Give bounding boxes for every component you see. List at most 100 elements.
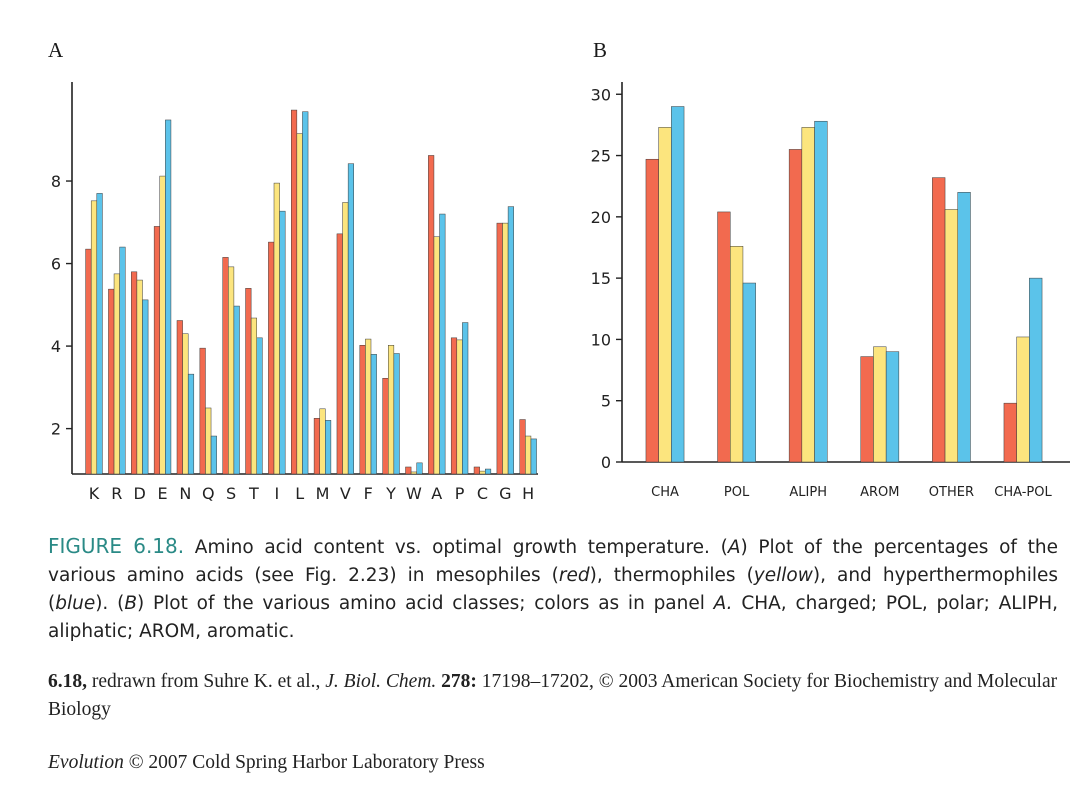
caption-italic: red — [558, 565, 590, 586]
caption-text: CHA, charged; POL, polar; ALIPH, aliphat… — [48, 593, 1059, 642]
bar-c-series-2 — [479, 470, 486, 475]
x-category-label: E — [157, 484, 167, 503]
bar-p-series-2 — [456, 339, 463, 475]
bar-aliph-series-1 — [788, 149, 803, 463]
bar-t-series-2 — [250, 317, 257, 475]
bar-n-series-2 — [182, 333, 189, 475]
bar-i-series-2 — [273, 182, 280, 475]
x-category-label: N — [179, 484, 191, 503]
bar-q-series-2 — [205, 407, 212, 475]
figure-credit: 6.18, redrawn from Suhre K. et al., J. B… — [48, 668, 1058, 724]
bar-f-series-2 — [365, 338, 372, 475]
caption-italic: B — [124, 593, 138, 614]
bar-f-series-3 — [370, 354, 377, 475]
bar-pol-series-2 — [730, 246, 744, 463]
x-category-label: K — [89, 484, 100, 503]
credit-text: redrawn from Suhre K. et al., — [87, 671, 326, 692]
book-copyright: Evolution © 2007 Cold Spring Harbor Labo… — [48, 752, 485, 774]
bar-p-series-1 — [450, 337, 458, 475]
copyright-book-title: Evolution — [48, 752, 124, 773]
bar-aliph-series-2 — [801, 127, 815, 463]
bar-k-series-1 — [85, 248, 92, 475]
credit-figure-number: 6.18, — [48, 671, 87, 692]
caption-text: ), thermophiles ( — [589, 565, 754, 586]
bar-s-series-2 — [228, 266, 235, 475]
bar-k-series-3 — [96, 193, 103, 475]
y-tick-label: 6 — [51, 255, 61, 274]
bar-g-series-2 — [502, 222, 509, 475]
credit-journal: J. Biol. Chem. — [325, 671, 437, 692]
bar-a-series-2 — [433, 236, 440, 475]
bar-pol-series-3 — [742, 282, 756, 463]
bar-other-series-2 — [944, 209, 958, 463]
bar-l-series-2 — [296, 133, 303, 475]
bar-w-series-3 — [416, 462, 423, 475]
figure-caption: FIGURE 6.18. Amino acid content vs. opti… — [48, 532, 1058, 646]
bar-h-series-3 — [530, 438, 537, 475]
panel-b-letter: B — [593, 38, 608, 62]
bar-other-series-1 — [932, 177, 946, 463]
bar-w-series-2 — [410, 471, 417, 475]
bar-s-series-1 — [222, 257, 229, 475]
bar-pol-series-1 — [717, 211, 731, 463]
bar-y-series-1 — [382, 378, 389, 475]
x-category-label: C — [477, 484, 488, 503]
caption-italic: blue — [55, 593, 96, 614]
bar-r-series-1 — [108, 288, 115, 475]
x-category-label: A — [431, 484, 442, 503]
y-tick-label: 15 — [591, 269, 611, 288]
bar-v-series-3 — [347, 163, 354, 475]
bar-s-series-3 — [233, 305, 240, 475]
bar-other-series-3 — [957, 192, 971, 463]
bar-d-series-3 — [142, 299, 149, 475]
bar-m-series-1 — [313, 418, 320, 475]
y-tick-label: 30 — [591, 85, 611, 104]
y-tick-label: 25 — [591, 147, 611, 166]
bar-cha-pol-series-1 — [1003, 402, 1017, 463]
bar-a-series-3 — [439, 213, 446, 475]
x-category-label: H — [522, 484, 534, 503]
x-category-label: POL — [724, 485, 750, 500]
bar-e-series-2 — [159, 175, 166, 475]
bar-y-series-3 — [393, 353, 400, 475]
caption-text: ) Plot of the various amino acid classes… — [137, 593, 714, 614]
bar-h-series-1 — [519, 419, 526, 475]
caption-text: ), and hyperthermophiles ( — [48, 565, 1058, 614]
bar-r-series-3 — [119, 246, 126, 475]
y-tick-label: 4 — [51, 337, 61, 356]
x-category-label: S — [226, 484, 236, 503]
bar-t-series-3 — [256, 337, 263, 475]
x-category-label: L — [295, 484, 304, 503]
bar-e-series-3 — [165, 119, 172, 475]
bar-p-series-3 — [462, 322, 469, 475]
bar-w-series-1 — [405, 466, 412, 475]
bar-n-series-3 — [187, 373, 195, 475]
y-tick-label: 5 — [601, 392, 611, 411]
x-category-label: V — [340, 484, 351, 503]
copyright-text: © 2007 Cold Spring Harbor Laboratory Pre… — [123, 752, 485, 773]
x-category-label: R — [111, 484, 122, 503]
bar-r-series-2 — [113, 273, 120, 475]
x-category-label: CHA-POL — [994, 485, 1052, 500]
bar-f-series-1 — [359, 345, 366, 475]
bar-arom-series-1 — [860, 356, 874, 463]
x-category-label: ALIPH — [789, 485, 827, 500]
x-category-label: Y — [385, 484, 396, 503]
bar-v-series-2 — [342, 202, 349, 475]
caption-italic: A — [727, 537, 741, 558]
bar-h-series-2 — [525, 435, 532, 475]
bar-g-series-3 — [507, 206, 514, 475]
bar-cha-series-1 — [645, 158, 659, 463]
bar-arom-series-3 — [885, 351, 900, 463]
x-category-label: P — [455, 484, 465, 503]
credit-volume: 278: — [441, 671, 477, 692]
chart-b: 0 5 10 15 20 25 30 CHA POL ALIPH AROM OTHER CHA-POL — [591, 82, 1070, 500]
caption-text: ) Plot of the percentages of the various… — [48, 537, 1058, 586]
x-category-label: T — [248, 484, 259, 503]
y-tick-label: 20 — [591, 208, 611, 227]
x-category-label: Q — [202, 484, 215, 503]
y-tick-label: 8 — [51, 172, 61, 191]
bar-q-series-1 — [199, 347, 206, 475]
bar-aliph-series-3 — [814, 120, 828, 463]
x-category-label: I — [274, 484, 279, 503]
